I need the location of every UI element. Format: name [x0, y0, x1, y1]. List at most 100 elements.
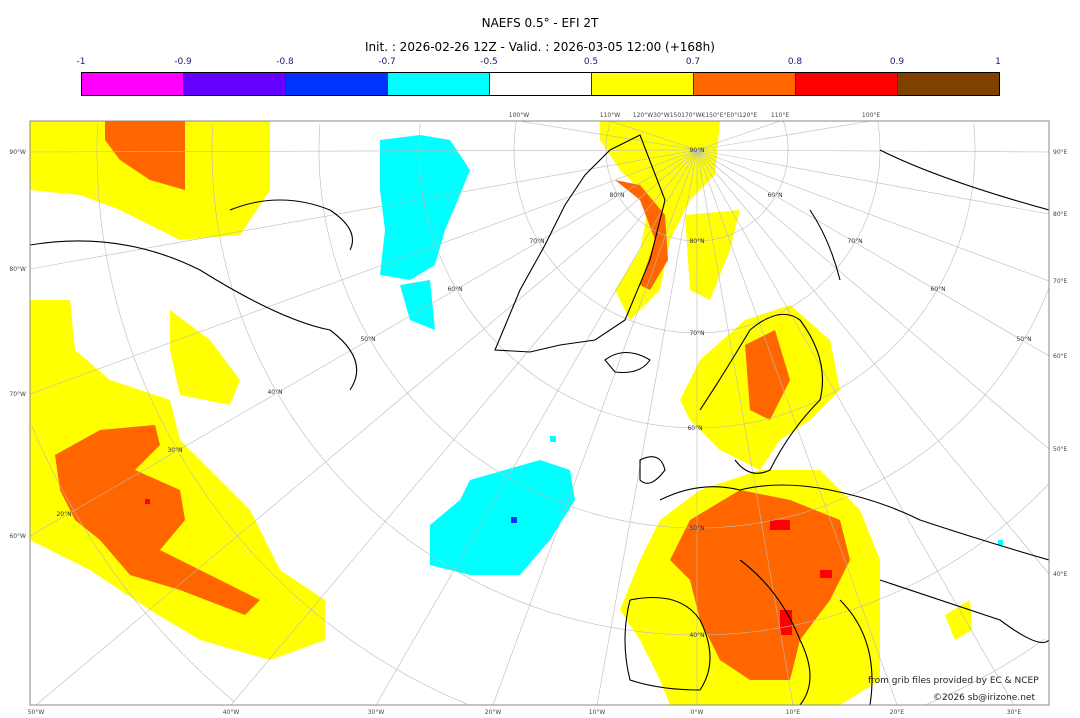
efi-yellow-areas: [30, 121, 972, 705]
colorbar-tick: -1: [76, 57, 86, 67]
meridian-line: [696, 121, 872, 151]
top-label: 110°E: [771, 112, 789, 119]
efi-blue-cell: [511, 517, 517, 523]
right-label: 80°E: [1053, 211, 1068, 218]
latitude-circle: [31, 425, 235, 702]
left-label: 70°W: [9, 391, 26, 398]
meridian-line: [696, 149, 794, 705]
colorbar-tick: 1: [995, 57, 1001, 67]
colorbar-tick: 0.5: [583, 57, 599, 67]
axis-labels: 100°W 110°W 120°W30°W150170°W€150°E°E0°I…: [9, 112, 1067, 716]
coastlines: [30, 134, 1049, 705]
latitude-circle: [605, 121, 789, 242]
right-label: 60°E: [1053, 353, 1068, 360]
latitude-circle: [96, 123, 1046, 705]
colorbar-swatch: [82, 73, 184, 95]
meridian-line: [30, 149, 698, 153]
right-label: 50°E: [1053, 446, 1068, 453]
colorbar-swatch: [796, 73, 898, 95]
meridian-line: [30, 149, 698, 537]
latitude-circle: [513, 121, 881, 334]
colorbar-swatch: [592, 73, 694, 95]
top-label: 110°W: [600, 112, 620, 119]
bottom-label: 0°W: [691, 709, 704, 716]
lat-label: 40°N: [689, 632, 704, 639]
lat-label: 70°N: [847, 238, 862, 245]
lat-label: 50°N: [360, 336, 375, 343]
lat-label: 50°N: [689, 525, 704, 532]
colorbar-tick: -0.5: [480, 57, 498, 67]
colorbar-swatch: [898, 73, 999, 95]
colorbar-swatch: [286, 73, 388, 95]
colorbar-swatch: [694, 73, 796, 95]
latitude-circle: [211, 124, 1049, 636]
graticule: [30, 121, 1049, 705]
lat-label: 70°N: [689, 330, 704, 337]
right-label: 70°E: [1053, 278, 1068, 285]
bottom-label: 50°W: [28, 709, 45, 716]
colorbar-tick: 0.9: [889, 57, 905, 67]
right-label: 40°E: [1053, 571, 1068, 578]
bottom-label: 10°W: [589, 709, 606, 716]
bottom-label: 30°W: [368, 709, 385, 716]
colorbar-swatch: [388, 73, 490, 95]
lat-label: 80°N: [609, 192, 624, 199]
lat-label: 40°N: [267, 389, 282, 396]
colorbar-swatch: [490, 73, 592, 95]
meridian-line: [596, 149, 698, 705]
data-source-credit: from grib files provided by EC & NCEP: [868, 676, 1039, 686]
latitude-labels: 90°N 80°N 70°N 60°N 50°N 40°N 30°N 20°N …: [56, 147, 1031, 639]
left-label: 60°W: [9, 533, 26, 540]
map-subtitle: Init. : 2026-02-26 12Z - Valid. : 2026-0…: [365, 40, 715, 54]
bottom-label: 20°W: [485, 709, 502, 716]
bottom-label: 40°W: [223, 709, 240, 716]
meridian-line: [375, 149, 698, 705]
meridian-line: [696, 149, 1049, 450]
meridian-line: [518, 121, 698, 151]
meridian-line: [30, 149, 698, 270]
lat-label: 60°N: [447, 286, 462, 293]
colorbar-swatch: [184, 73, 286, 95]
meridian-line: [230, 149, 698, 705]
colorbar-tick: 0.7: [685, 57, 701, 67]
meridian-line: [30, 149, 698, 395]
meridian-line: [609, 121, 698, 151]
meridian-line: [696, 149, 898, 705]
lat-label: 20°N: [56, 511, 71, 518]
top-label: 100°E: [862, 112, 880, 119]
colorbar-legend: [81, 72, 1000, 96]
lat-label: 50°N: [1016, 336, 1031, 343]
map-title: NAEFS 0.5° - EFI 2T: [481, 16, 599, 30]
lat-label: 30°N: [167, 447, 182, 454]
lat-label: 70°N: [529, 238, 544, 245]
colorbar-tick: -0.9: [174, 57, 192, 67]
meridian-line: [696, 149, 1015, 705]
right-label: 90°E: [1053, 149, 1068, 156]
copyright-credit: ©2026 sb@irizone.net: [933, 693, 1035, 703]
bottom-label: 20°E: [890, 709, 905, 716]
meridian-line: [696, 149, 1049, 153]
top-label: 100°W: [509, 112, 529, 119]
map-frame: [29, 120, 1050, 706]
latitude-circle: [418, 123, 976, 429]
meridian-line: [696, 149, 1049, 357]
meridian-line: [696, 149, 1049, 215]
lat-label: 90°N: [689, 147, 704, 154]
lat-label: 60°N: [930, 286, 945, 293]
lat-label: 60°N: [767, 192, 782, 199]
latitude-circle: [318, 123, 1049, 529]
top-label: 120°W30°W150170°W€150°E°E0°I120°E: [633, 112, 758, 119]
colorbar-tick: 0.8: [787, 57, 803, 67]
meridian-line: [696, 149, 1049, 282]
meridian-line: [35, 149, 698, 705]
lat-label: 60°N: [687, 425, 702, 432]
meridian-line: [492, 149, 698, 705]
lat-label: 80°N: [689, 238, 704, 245]
colorbar-tick: -0.8: [276, 57, 294, 67]
left-label: 90°W: [9, 149, 26, 156]
meridian-line: [696, 149, 1049, 575]
colorbar-tick: -0.7: [378, 57, 396, 67]
left-label: 80°W: [9, 266, 26, 273]
